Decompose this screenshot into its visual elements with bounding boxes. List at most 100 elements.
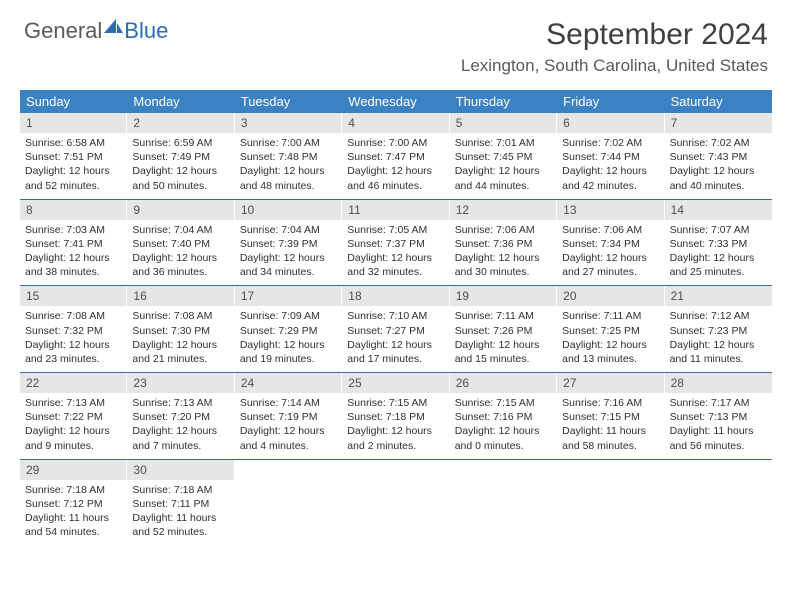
day-number: 3	[235, 113, 342, 133]
weekday-header: Wednesday	[342, 90, 449, 113]
day-info: Sunrise: 7:06 AMSunset: 7:34 PMDaylight:…	[557, 220, 664, 280]
day-info: Sunrise: 7:06 AMSunset: 7:36 PMDaylight:…	[450, 220, 557, 280]
day-info: Sunrise: 7:00 AMSunset: 7:47 PMDaylight:…	[342, 133, 449, 193]
calendar-day-cell: 29Sunrise: 7:18 AMSunset: 7:12 PMDayligh…	[20, 460, 127, 546]
weekday-header: Sunday	[20, 90, 127, 113]
calendar-week-row: 22Sunrise: 7:13 AMSunset: 7:22 PMDayligh…	[20, 373, 772, 460]
day-info: Sunrise: 7:09 AMSunset: 7:29 PMDaylight:…	[235, 306, 342, 366]
location-text: Lexington, South Carolina, United States	[461, 56, 768, 76]
day-info: Sunrise: 7:12 AMSunset: 7:23 PMDaylight:…	[665, 306, 772, 366]
calendar-day-cell: 1Sunrise: 6:58 AMSunset: 7:51 PMDaylight…	[20, 113, 127, 199]
weekday-header-row: SundayMondayTuesdayWednesdayThursdayFrid…	[20, 90, 772, 113]
calendar-day-cell: 11Sunrise: 7:05 AMSunset: 7:37 PMDayligh…	[342, 200, 449, 286]
calendar-day-cell	[665, 460, 772, 546]
calendar-day-cell: 6Sunrise: 7:02 AMSunset: 7:44 PMDaylight…	[557, 113, 664, 199]
calendar-day-cell: 10Sunrise: 7:04 AMSunset: 7:39 PMDayligh…	[235, 200, 342, 286]
day-info: Sunrise: 7:03 AMSunset: 7:41 PMDaylight:…	[20, 220, 127, 280]
day-info: Sunrise: 7:04 AMSunset: 7:40 PMDaylight:…	[127, 220, 234, 280]
calendar-day-cell: 27Sunrise: 7:16 AMSunset: 7:15 PMDayligh…	[557, 373, 664, 459]
calendar-day-cell: 19Sunrise: 7:11 AMSunset: 7:26 PMDayligh…	[450, 286, 557, 372]
calendar-week-row: 8Sunrise: 7:03 AMSunset: 7:41 PMDaylight…	[20, 200, 772, 287]
day-number: 27	[557, 373, 664, 393]
calendar-day-cell: 28Sunrise: 7:17 AMSunset: 7:13 PMDayligh…	[665, 373, 772, 459]
day-number: 12	[450, 200, 557, 220]
calendar-day-cell: 17Sunrise: 7:09 AMSunset: 7:29 PMDayligh…	[235, 286, 342, 372]
day-number: 13	[557, 200, 664, 220]
day-number: 29	[20, 460, 127, 480]
calendar-day-cell: 9Sunrise: 7:04 AMSunset: 7:40 PMDaylight…	[127, 200, 234, 286]
day-info: Sunrise: 7:11 AMSunset: 7:25 PMDaylight:…	[557, 306, 664, 366]
calendar-day-cell: 24Sunrise: 7:14 AMSunset: 7:19 PMDayligh…	[235, 373, 342, 459]
day-number: 6	[557, 113, 664, 133]
day-info: Sunrise: 7:17 AMSunset: 7:13 PMDaylight:…	[665, 393, 772, 453]
day-info: Sunrise: 6:59 AMSunset: 7:49 PMDaylight:…	[127, 133, 234, 193]
logo-text-general: General	[24, 18, 102, 44]
day-number: 8	[20, 200, 127, 220]
day-info: Sunrise: 7:13 AMSunset: 7:20 PMDaylight:…	[127, 393, 234, 453]
day-info: Sunrise: 7:15 AMSunset: 7:16 PMDaylight:…	[450, 393, 557, 453]
calendar-day-cell: 21Sunrise: 7:12 AMSunset: 7:23 PMDayligh…	[665, 286, 772, 372]
day-info: Sunrise: 7:15 AMSunset: 7:18 PMDaylight:…	[342, 393, 449, 453]
day-info: Sunrise: 7:11 AMSunset: 7:26 PMDaylight:…	[450, 306, 557, 366]
day-number: 30	[127, 460, 234, 480]
day-info: Sunrise: 7:07 AMSunset: 7:33 PMDaylight:…	[665, 220, 772, 280]
day-info: Sunrise: 7:08 AMSunset: 7:30 PMDaylight:…	[127, 306, 234, 366]
calendar-week-row: 29Sunrise: 7:18 AMSunset: 7:12 PMDayligh…	[20, 460, 772, 546]
day-number: 15	[20, 286, 127, 306]
day-number: 17	[235, 286, 342, 306]
day-info: Sunrise: 7:04 AMSunset: 7:39 PMDaylight:…	[235, 220, 342, 280]
calendar-day-cell: 14Sunrise: 7:07 AMSunset: 7:33 PMDayligh…	[665, 200, 772, 286]
day-number: 25	[342, 373, 449, 393]
day-info: Sunrise: 7:00 AMSunset: 7:48 PMDaylight:…	[235, 133, 342, 193]
weekday-header: Friday	[557, 90, 664, 113]
calendar-day-cell: 4Sunrise: 7:00 AMSunset: 7:47 PMDaylight…	[342, 113, 449, 199]
day-number: 5	[450, 113, 557, 133]
logo-sail-icon	[102, 17, 124, 35]
calendar-week-row: 15Sunrise: 7:08 AMSunset: 7:32 PMDayligh…	[20, 286, 772, 373]
day-info: Sunrise: 7:14 AMSunset: 7:19 PMDaylight:…	[235, 393, 342, 453]
day-number: 26	[450, 373, 557, 393]
day-info: Sunrise: 7:18 AMSunset: 7:11 PMDaylight:…	[127, 480, 234, 540]
calendar-day-cell: 8Sunrise: 7:03 AMSunset: 7:41 PMDaylight…	[20, 200, 127, 286]
day-info: Sunrise: 7:02 AMSunset: 7:43 PMDaylight:…	[665, 133, 772, 193]
day-number: 22	[20, 373, 127, 393]
weekday-header: Tuesday	[235, 90, 342, 113]
day-number: 11	[342, 200, 449, 220]
day-number: 24	[235, 373, 342, 393]
title-block: September 2024 Lexington, South Carolina…	[461, 18, 768, 76]
weekday-header: Monday	[127, 90, 234, 113]
calendar-day-cell: 23Sunrise: 7:13 AMSunset: 7:20 PMDayligh…	[127, 373, 234, 459]
day-number: 16	[127, 286, 234, 306]
calendar-day-cell: 13Sunrise: 7:06 AMSunset: 7:34 PMDayligh…	[557, 200, 664, 286]
day-info: Sunrise: 7:05 AMSunset: 7:37 PMDaylight:…	[342, 220, 449, 280]
calendar-day-cell	[342, 460, 449, 546]
calendar-day-cell: 3Sunrise: 7:00 AMSunset: 7:48 PMDaylight…	[235, 113, 342, 199]
weekday-header: Saturday	[665, 90, 772, 113]
calendar-day-cell	[450, 460, 557, 546]
day-number: 18	[342, 286, 449, 306]
calendar-day-cell: 20Sunrise: 7:11 AMSunset: 7:25 PMDayligh…	[557, 286, 664, 372]
calendar-day-cell	[235, 460, 342, 546]
calendar-day-cell: 25Sunrise: 7:15 AMSunset: 7:18 PMDayligh…	[342, 373, 449, 459]
day-number: 19	[450, 286, 557, 306]
calendar-day-cell: 12Sunrise: 7:06 AMSunset: 7:36 PMDayligh…	[450, 200, 557, 286]
day-info: Sunrise: 7:16 AMSunset: 7:15 PMDaylight:…	[557, 393, 664, 453]
day-info: Sunrise: 7:18 AMSunset: 7:12 PMDaylight:…	[20, 480, 127, 540]
calendar-day-cell	[557, 460, 664, 546]
day-info: Sunrise: 7:10 AMSunset: 7:27 PMDaylight:…	[342, 306, 449, 366]
page-title: September 2024	[461, 18, 768, 52]
day-info: Sunrise: 7:08 AMSunset: 7:32 PMDaylight:…	[20, 306, 127, 366]
calendar-day-cell: 26Sunrise: 7:15 AMSunset: 7:16 PMDayligh…	[450, 373, 557, 459]
day-info: Sunrise: 7:13 AMSunset: 7:22 PMDaylight:…	[20, 393, 127, 453]
day-number: 14	[665, 200, 772, 220]
calendar-day-cell: 15Sunrise: 7:08 AMSunset: 7:32 PMDayligh…	[20, 286, 127, 372]
day-number: 2	[127, 113, 234, 133]
logo-text-blue: Blue	[124, 18, 168, 44]
day-info: Sunrise: 7:02 AMSunset: 7:44 PMDaylight:…	[557, 133, 664, 193]
day-info: Sunrise: 6:58 AMSunset: 7:51 PMDaylight:…	[20, 133, 127, 193]
logo: General Blue	[24, 18, 168, 44]
calendar-day-cell: 7Sunrise: 7:02 AMSunset: 7:43 PMDaylight…	[665, 113, 772, 199]
calendar-day-cell: 22Sunrise: 7:13 AMSunset: 7:22 PMDayligh…	[20, 373, 127, 459]
calendar-week-row: 1Sunrise: 6:58 AMSunset: 7:51 PMDaylight…	[20, 113, 772, 200]
day-number: 23	[127, 373, 234, 393]
